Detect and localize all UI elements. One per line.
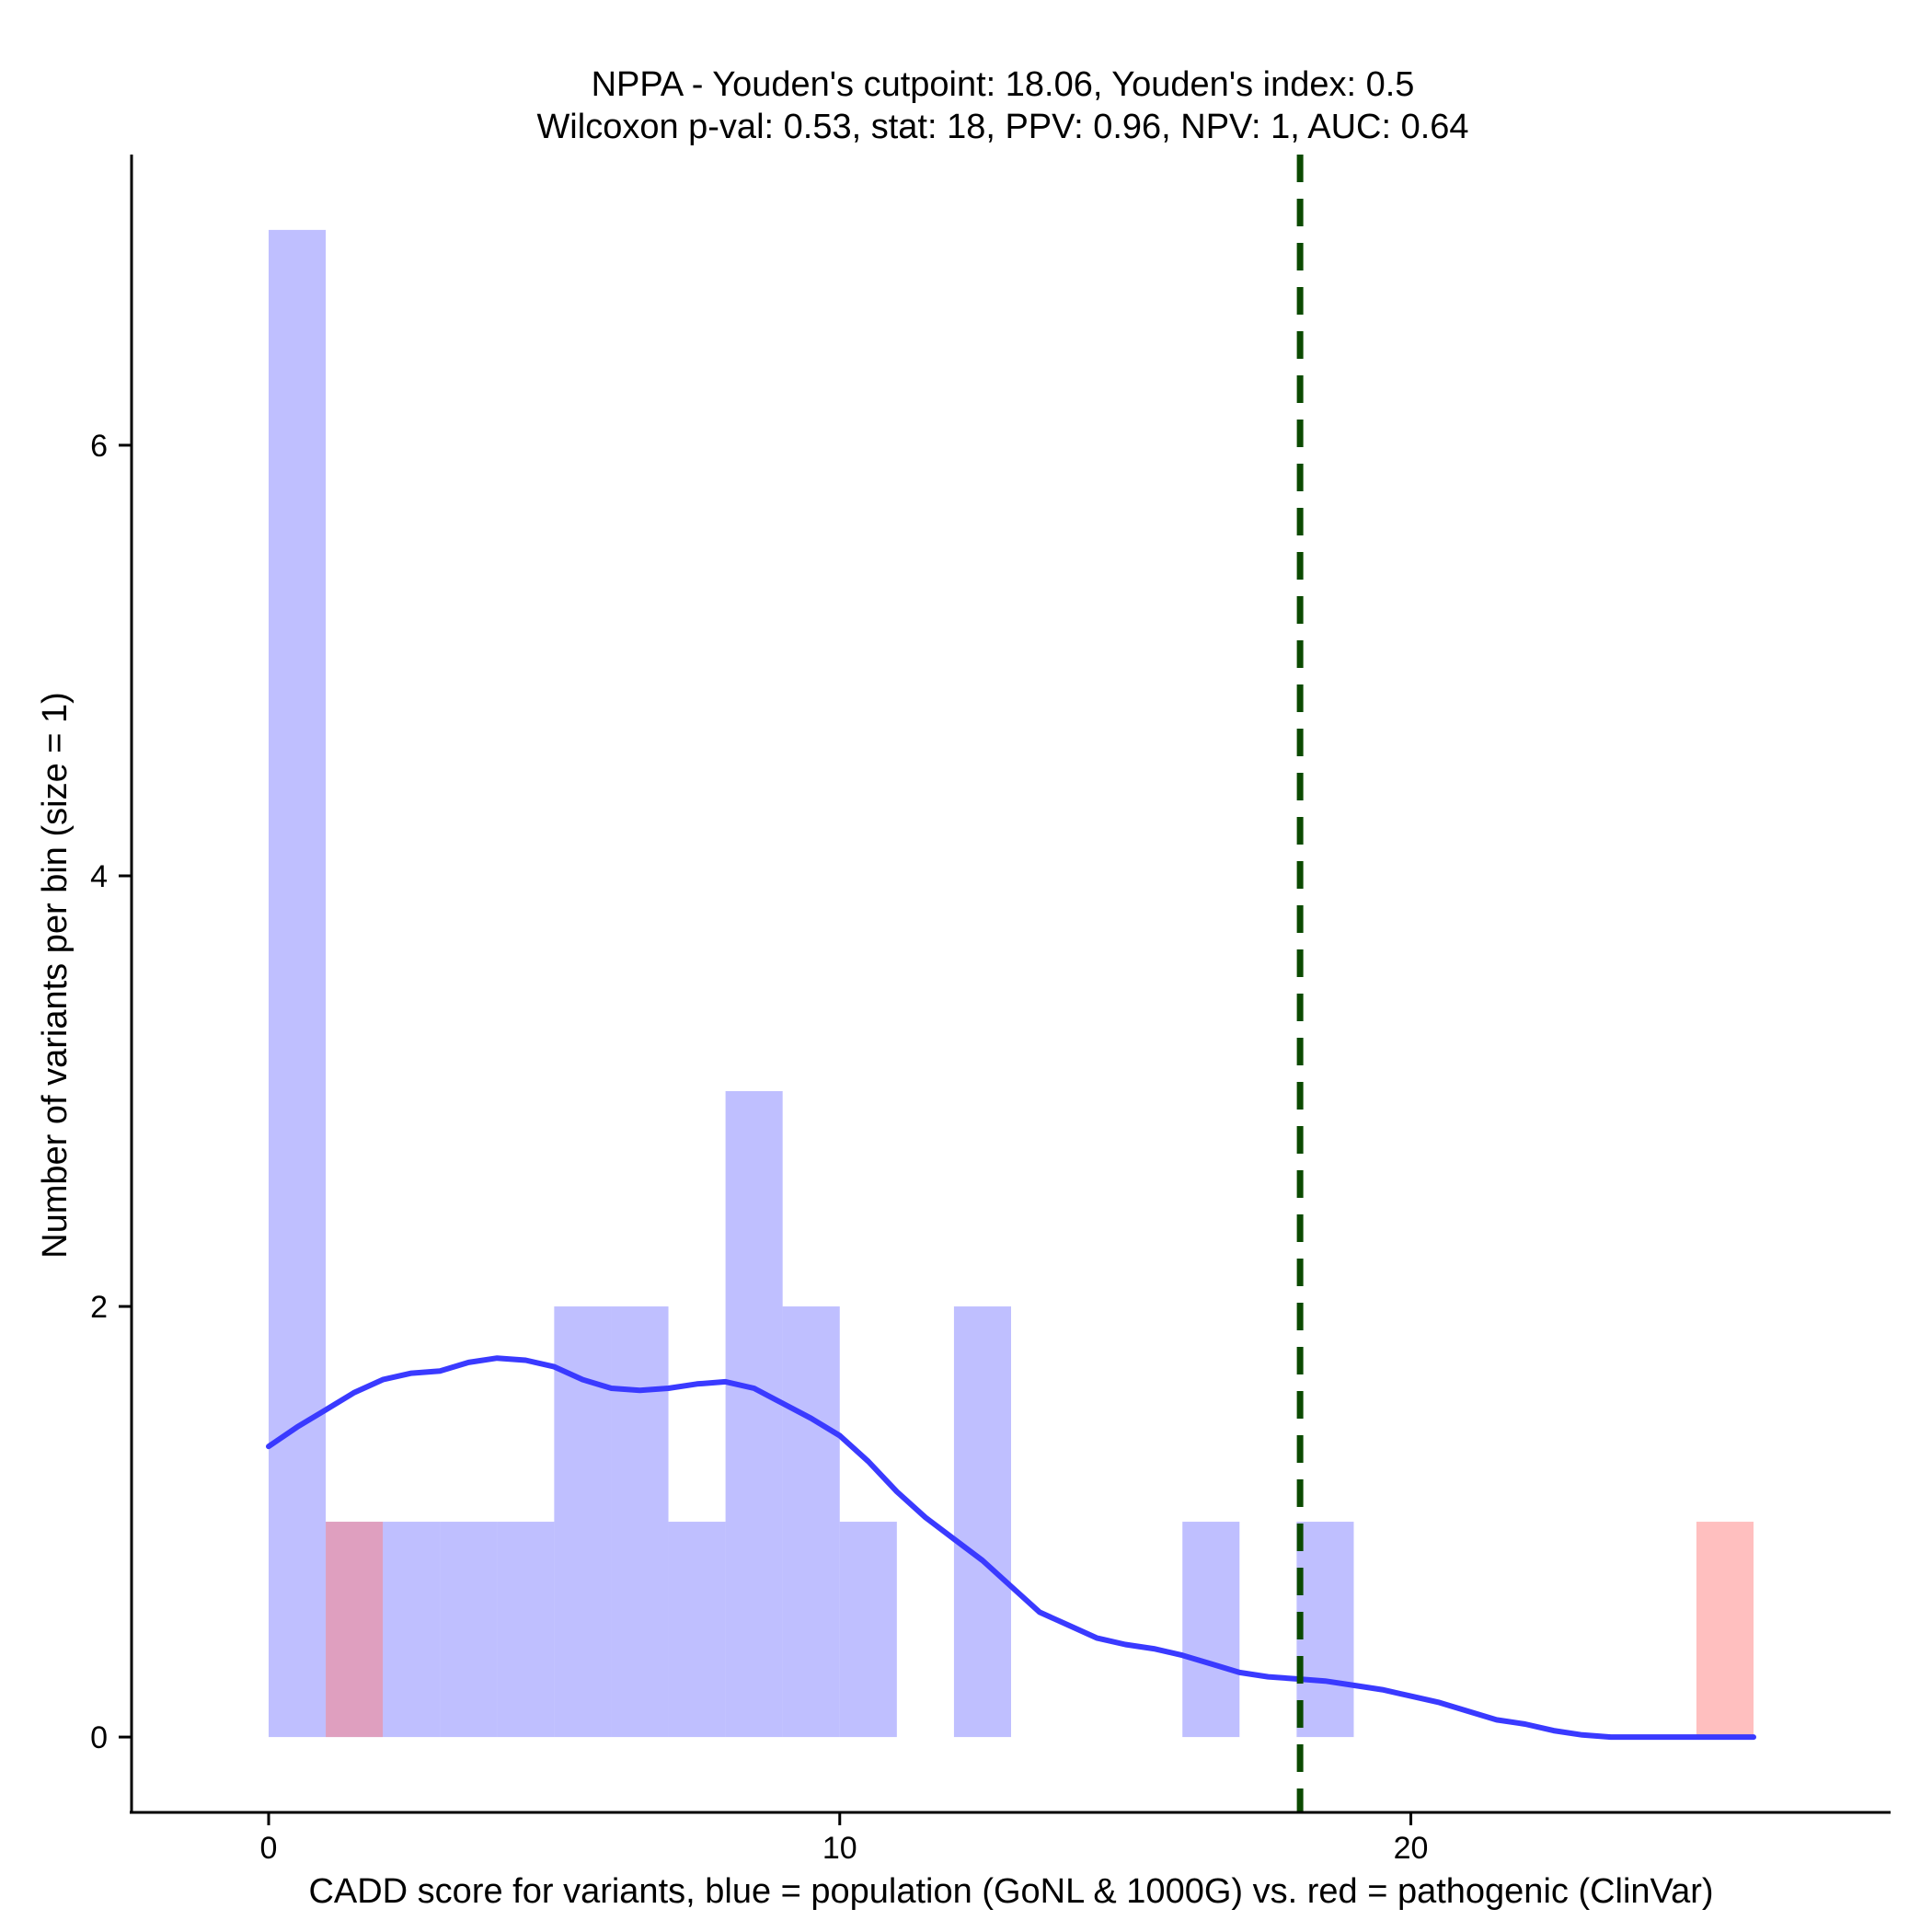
y-ticks-layer: 0 2 4 6 xyxy=(90,429,132,1755)
pathogenic-bar-1 xyxy=(326,1522,384,1738)
population-bar-18 xyxy=(1296,1522,1354,1738)
y-axis-title: Number of variants per bin (size = 1) xyxy=(36,692,75,1259)
y-tick-label-6: 6 xyxy=(90,429,108,464)
population-bar-4 xyxy=(497,1522,555,1738)
population-bar-10 xyxy=(839,1522,897,1738)
chart-title-line-2: Wilcoxon p-val: 0.53, stat: 18, PPV: 0.9… xyxy=(536,108,1468,146)
density-curve xyxy=(266,1355,1756,1741)
pathogenic-bar-25 xyxy=(1696,1522,1754,1738)
y-tick-label-0: 0 xyxy=(90,1720,108,1755)
population-bar-3 xyxy=(440,1522,498,1738)
y-tick-label-2: 2 xyxy=(90,1290,108,1325)
population-bar-0 xyxy=(268,229,327,1738)
chart-title-line-1: NPPA - Youden's cutpoint: 18.06, Youden'… xyxy=(592,65,1415,104)
population-bar-7 xyxy=(668,1522,726,1738)
population-bar-2 xyxy=(383,1522,441,1738)
y-tick-label-4: 4 xyxy=(90,859,108,894)
x-axis-title: CADD score for variants, blue = populati… xyxy=(308,1872,1713,1911)
population-bar-12 xyxy=(953,1306,1011,1738)
population-bar-9 xyxy=(782,1306,840,1738)
population-bar-16 xyxy=(1182,1522,1240,1738)
population-bar-8 xyxy=(725,1091,783,1738)
x-ticks-layer: 0 10 20 xyxy=(260,1812,1429,1866)
bars-layer xyxy=(268,229,1754,1738)
density-layer xyxy=(266,1355,1756,1741)
x-tick-label-0: 0 xyxy=(260,1831,278,1866)
x-tick-label-10: 10 xyxy=(822,1831,857,1866)
population-bar-6 xyxy=(611,1306,669,1738)
x-tick-label-20: 20 xyxy=(1394,1831,1429,1866)
